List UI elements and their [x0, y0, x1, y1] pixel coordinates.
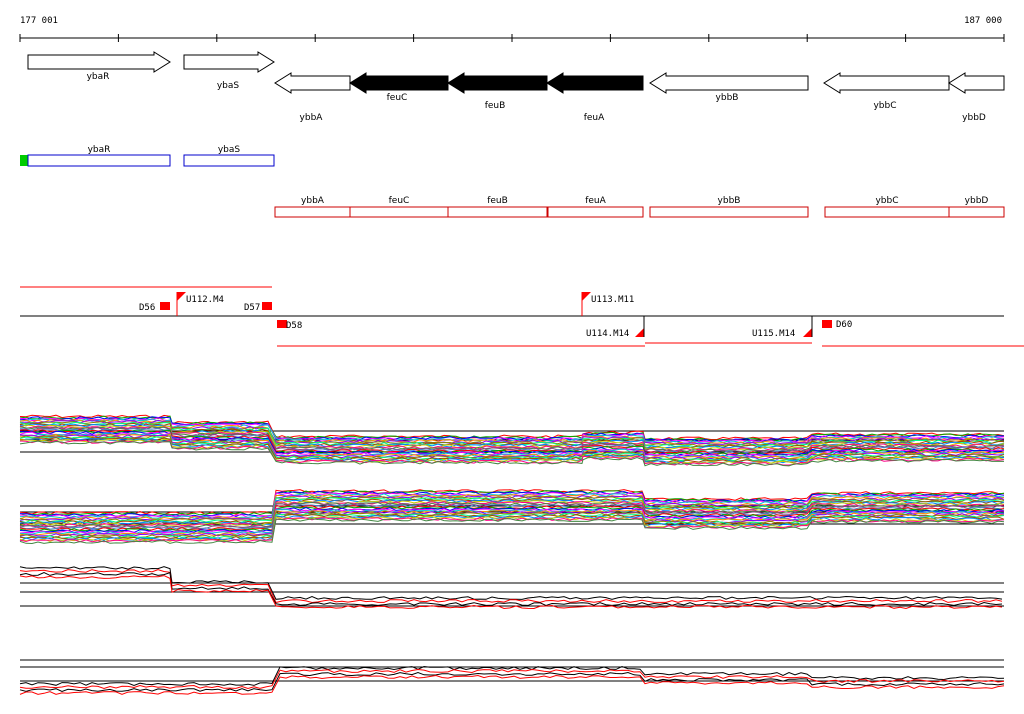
- gene-arrow-ybbA[interactable]: [274, 72, 351, 94]
- minus-box-ybbD[interactable]: [948, 206, 1005, 218]
- plus-box-label-ybaR: ybaR: [88, 145, 111, 155]
- gene-arrow-ybbC[interactable]: [823, 72, 950, 94]
- segment-marker-U115.M14: [803, 328, 812, 337]
- expression-profile: [19, 569, 1003, 604]
- gene-arrow-ybaS[interactable]: [183, 51, 275, 73]
- plus-box-ybaR[interactable]: [27, 154, 171, 167]
- plus-box-ybaS[interactable]: [183, 154, 275, 167]
- expression-profile: [19, 496, 1005, 523]
- segment-label-U113.M11[interactable]: U113.M11: [591, 295, 634, 305]
- minus-box-ybbA[interactable]: [274, 206, 351, 218]
- minus-box-ybbC[interactable]: [824, 206, 950, 218]
- minus-strand-boxes-track: ybbA feuC feuB feuA ybbB ybbC ybbD: [274, 196, 1005, 218]
- segment-label-D58[interactable]: D58: [286, 321, 302, 331]
- expression-profile: [19, 430, 1005, 457]
- gene-label-feuC: feuC: [387, 93, 408, 103]
- gene-arrow-ybaR[interactable]: [27, 51, 171, 73]
- segment-label-D56[interactable]: D56: [139, 303, 155, 313]
- segment-marker-U113.M11: [582, 292, 591, 301]
- gene-label-ybaR: ybaR: [87, 72, 110, 82]
- plus-strand-boxes-track: ybaR ybaS: [20, 145, 275, 167]
- expression-profile: [19, 420, 1005, 447]
- gene-label-ybbD: ybbD: [962, 113, 986, 123]
- expression-profile: [19, 418, 1005, 445]
- minus-box-ybbB[interactable]: [649, 206, 809, 218]
- ruler-start-label: 177 001: [20, 16, 58, 26]
- minus-box-feuA[interactable]: [547, 206, 644, 218]
- expression-profile: [20, 438, 1005, 465]
- expression-profile: [19, 432, 1005, 459]
- expression-profile: [19, 572, 1003, 607]
- gene-arrow-feuA[interactable]: [546, 72, 644, 94]
- expression-panel-plus: [19, 414, 1005, 467]
- segment-label-U112.M4[interactable]: U112.M4: [186, 295, 224, 305]
- gene-arrow-feuB[interactable]: [447, 72, 548, 94]
- minus-box-feuC[interactable]: [349, 206, 449, 218]
- segment-marker-D58: [277, 320, 287, 328]
- minus-box-label-ybbB: ybbB: [718, 196, 741, 206]
- expression-profile: [19, 674, 1005, 695]
- expression-panels: [19, 414, 1005, 695]
- start-marker: [20, 155, 28, 166]
- expression-profile: [19, 511, 1004, 538]
- expression-panel-summary-minus: [19, 659, 1005, 695]
- expression-profile: [19, 671, 1005, 693]
- gene-label-ybaS: ybaS: [217, 81, 240, 91]
- expression-profile: [19, 518, 1005, 545]
- expression-profile: [19, 436, 1005, 463]
- gene-label-ybbB: ybbB: [716, 93, 739, 103]
- expression-profile: [19, 509, 1005, 536]
- expression-profile: [19, 668, 1005, 690]
- segment-label-U115.M14[interactable]: U115.M14: [752, 329, 795, 339]
- plus-box-label-ybaS: ybaS: [218, 145, 241, 155]
- gene-label-feuB: feuB: [485, 101, 506, 111]
- minus-box-label-ybbC: ybbC: [875, 196, 898, 206]
- gene-arrow-ybbD[interactable]: [948, 72, 1005, 94]
- gene-label-ybbC: ybbC: [873, 101, 896, 111]
- expression-profile: [19, 436, 1005, 463]
- expression-profile: [19, 424, 1005, 451]
- ruler-end-label: 187 000: [964, 16, 1002, 26]
- gene-label-feuA: feuA: [584, 113, 605, 123]
- gene-arrow-ybbB[interactable]: [649, 72, 809, 94]
- segment-label-D57[interactable]: D57: [244, 303, 260, 313]
- segment-label-U114.M14[interactable]: U114.M14: [586, 329, 629, 339]
- minus-box-label-ybbA: ybbA: [301, 196, 325, 206]
- segments-track: D56 U112.M4 D57 D58 U113.M11 U114.M14 U115.M14…: [20, 286, 1024, 347]
- expression-profile: [19, 421, 1005, 448]
- expression-profile: [19, 490, 1005, 517]
- minus-box-label-feuA: feuA: [585, 196, 606, 206]
- expression-panel-summary-plus: [19, 566, 1004, 610]
- segment-marker-D56: [160, 302, 170, 310]
- expression-profile: [19, 417, 1005, 444]
- gene-arrows-track: ybaR ybaS ybbA feuC feuB feuA ybbB ybbC ybbD: [27, 51, 1005, 123]
- expression-profile: [19, 427, 1005, 453]
- ruler-ticks: [19, 34, 1005, 42]
- expression-profile: [19, 512, 1005, 539]
- expression-profile: [19, 509, 1005, 536]
- expression-profile: [19, 575, 1003, 610]
- gene-arrow-feuC[interactable]: [349, 72, 449, 94]
- minus-box-feuB[interactable]: [447, 206, 548, 218]
- gene-label-ybbA: ybbA: [300, 113, 324, 123]
- expression-panel-minus: [19, 489, 1005, 545]
- expression-profile: [19, 510, 1005, 537]
- segment-marker-U114.M14: [635, 328, 644, 337]
- segment-label-D60[interactable]: D60: [836, 320, 852, 330]
- segment-marker-D57: [262, 302, 272, 310]
- coordinate-ruler: 177 001 187 000: [19, 16, 1005, 42]
- segment-marker-U112.M4: [177, 292, 186, 301]
- expression-profile: [19, 566, 1003, 600]
- minus-box-label-ybbD: ybbD: [965, 196, 989, 206]
- expression-profile: [19, 440, 1005, 467]
- expression-profile: [19, 499, 1005, 526]
- segment-marker-D60: [822, 320, 832, 328]
- expression-profile: [19, 665, 1005, 687]
- minus-box-label-feuB: feuB: [487, 196, 508, 206]
- minus-box-label-feuC: feuC: [389, 196, 410, 206]
